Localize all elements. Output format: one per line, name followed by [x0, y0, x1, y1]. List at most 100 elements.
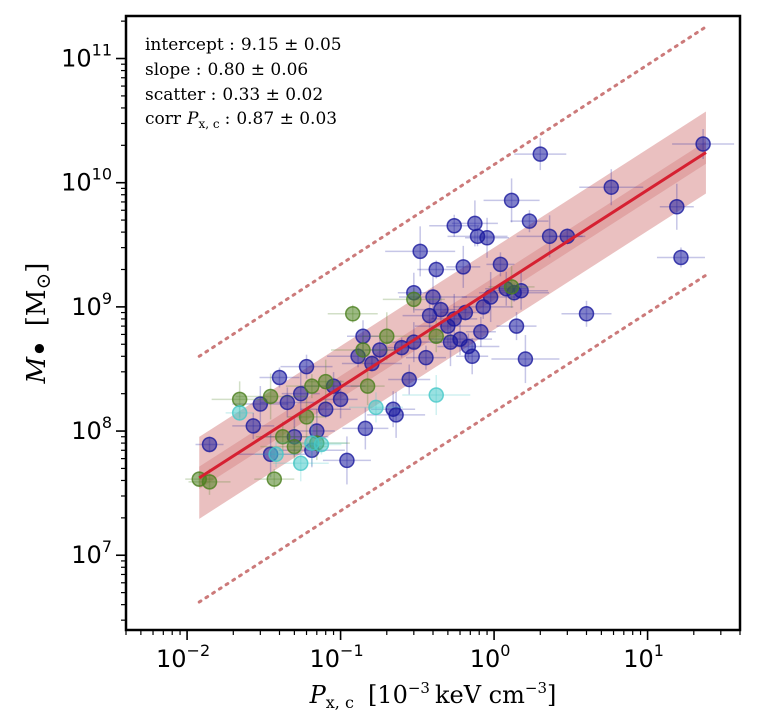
data-point-blue-51: [510, 210, 549, 233]
marker: [603, 179, 620, 195]
data-point-blue-52: [514, 138, 567, 171]
data-point-blue-13: [323, 380, 358, 419]
data-point-blue-46: [483, 178, 540, 223]
data-point-blue-41: [465, 316, 496, 347]
x-tick-label: 100: [470, 641, 511, 673]
marker: [532, 146, 549, 162]
plot-area: [185, 25, 735, 604]
data-points: [185, 128, 735, 495]
marker: [201, 474, 218, 490]
marker: [446, 218, 462, 234]
data-point-blue-42: [465, 217, 510, 258]
data-point-blue-38: [456, 338, 489, 375]
data-point-blue-8: [280, 354, 333, 379]
data-point-blue-56: [579, 169, 644, 206]
data-point-blue-57: [659, 183, 694, 230]
marker: [425, 289, 441, 305]
marker: [479, 230, 495, 246]
data-point-cyan-0: [225, 404, 254, 421]
marker: [313, 436, 330, 453]
data-point-blue-1: [232, 412, 275, 439]
marker: [695, 136, 711, 152]
marker: [231, 391, 248, 408]
fit-line-group: [198, 151, 707, 480]
data-point-blue-44: [486, 252, 515, 277]
marker: [521, 213, 538, 229]
data-point-blue-26: [405, 345, 446, 370]
data-point-cyan-2: [272, 445, 329, 482]
marker: [401, 371, 417, 388]
marker: [433, 301, 449, 318]
annotation-scatter: scatter :0.33 ± 0.02: [145, 85, 323, 105]
best-fit-line: [198, 151, 707, 480]
data-point-green-4: [254, 469, 295, 490]
marker: [266, 471, 283, 487]
marker: [406, 291, 422, 308]
marker: [503, 279, 520, 295]
marker: [292, 385, 309, 402]
y-tick-label: 107: [71, 537, 112, 569]
data-point-blue-29: [417, 260, 456, 279]
marker: [492, 256, 509, 273]
y-tick-label: 1010: [61, 165, 112, 197]
data-point-cyan-1: [255, 441, 298, 468]
annotation-slope: slope :0.80 ± 0.06: [145, 60, 308, 80]
y-tick-label: 109: [71, 289, 112, 321]
marker: [304, 378, 320, 394]
marker: [245, 418, 262, 434]
marker: [508, 318, 525, 334]
marker: [428, 387, 445, 403]
marker: [339, 452, 355, 469]
data-point-blue-0: [195, 436, 224, 453]
y-tick-label: 108: [71, 413, 112, 445]
marker: [275, 428, 291, 445]
marker: [231, 405, 248, 421]
marker: [412, 243, 428, 260]
data-point-blue-48: [496, 312, 537, 341]
annotation-corr: corr Px, c:0.87 ± 0.03: [145, 109, 337, 131]
x-axis-ticks: 10−2 10−1 100 101: [125, 630, 741, 673]
marker: [317, 401, 334, 417]
marker: [262, 388, 279, 405]
data-point-green-11: [327, 304, 378, 323]
x-tick-label: 10−1: [310, 641, 364, 673]
marker: [578, 306, 595, 322]
data-point-blue-17: [342, 407, 389, 450]
data-point-cyan-5: [348, 392, 403, 423]
x-tick-label: 10−2: [156, 641, 210, 673]
marker: [368, 399, 384, 416]
marker: [359, 378, 376, 394]
marker: [201, 436, 218, 453]
upper-scatter-line: [197, 25, 708, 358]
data-point-cyan-4: [301, 434, 342, 455]
data-point-blue-55: [561, 300, 612, 327]
y-axis-ticks: 107 108 109 1010 1011: [61, 20, 126, 621]
marker: [332, 391, 349, 408]
data-point-cyan-6: [402, 375, 471, 416]
marker: [673, 249, 689, 266]
data-point-blue-27: [402, 298, 457, 333]
marker: [467, 215, 483, 232]
x-axis-label: Px, c [10−3 keV cm−3]: [309, 679, 557, 712]
marker: [475, 299, 491, 315]
marker: [355, 342, 371, 358]
marker: [473, 324, 489, 340]
marker: [292, 455, 309, 472]
marker: [418, 349, 434, 366]
marker: [268, 446, 284, 463]
marker: [279, 394, 296, 411]
y-axis-label: M•[M⊙]: [22, 263, 56, 385]
data-point-blue-23: [388, 364, 431, 395]
data-point-blue-30: [414, 295, 467, 324]
data-point-green-15: [382, 288, 445, 311]
data-point-green-13: [350, 367, 385, 406]
marker: [464, 348, 480, 365]
data-point-green-12: [331, 335, 396, 364]
data-point-green-1: [188, 468, 231, 495]
data-point-blue-14: [322, 436, 371, 485]
data-point-blue-35: [446, 245, 481, 288]
y-tick-label: 1011: [61, 41, 112, 73]
data-point-blue-59: [672, 128, 735, 159]
marker: [428, 261, 445, 278]
